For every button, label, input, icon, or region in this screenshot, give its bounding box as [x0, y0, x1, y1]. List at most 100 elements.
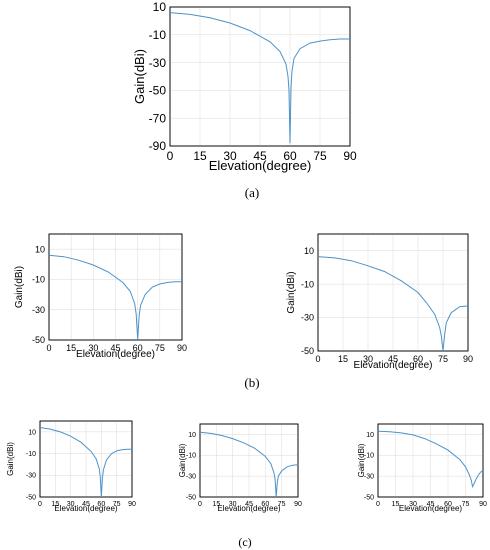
y-tick-label: 10: [188, 432, 196, 439]
x-tick-label: 75: [462, 501, 470, 508]
x-tick-label: 15: [338, 354, 348, 364]
y-tick-label: -30: [364, 474, 374, 481]
x-tick-label: 15: [66, 343, 76, 353]
x-tick-label: 15: [51, 501, 59, 508]
y-tick-label: 10: [304, 246, 314, 256]
x-tick-label: 15: [392, 501, 400, 508]
y-tick-label: -50: [26, 494, 36, 501]
y-axis-label: Gain(dBi): [286, 271, 297, 313]
y-tick-label: 10: [35, 244, 45, 254]
x-tick-label: 45: [82, 501, 90, 508]
x-tick-label: 0: [38, 501, 42, 508]
x-tick-label: 60: [444, 501, 452, 508]
series-line: [317, 256, 469, 352]
x-tick-label: 90: [479, 501, 487, 508]
y-tick-label: -50: [186, 494, 196, 501]
x-axis-label: Elevation(degree): [209, 158, 312, 173]
chart-a: 0 15 30 45 60 75 90 10 -10 -30 -50 -70 -90 Elevation(…: [132, 0, 357, 173]
x-tick-label: 90: [463, 354, 473, 364]
axes-frame: [48, 233, 183, 341]
y-tick-label: -30: [26, 473, 36, 480]
y-tick-label: -10: [186, 453, 196, 460]
x-tick-label: 0: [46, 343, 51, 353]
x-tick-label: 15: [193, 149, 207, 163]
y-axis-label: Gain(dBi): [14, 266, 25, 308]
y-tick-label: -30: [149, 56, 167, 70]
series-line: [377, 430, 484, 489]
x-axis-label: Elevation(degree): [217, 504, 280, 513]
x-tick-label: 0: [198, 501, 202, 508]
x-tick-label: 0: [167, 149, 174, 163]
x-tick-label: 60: [413, 354, 423, 364]
y-tick-label: -10: [364, 453, 374, 460]
y-tick-label: -70: [149, 111, 167, 125]
y-tick-label: -10: [26, 451, 36, 458]
chart-c1: 0 15 30 45 60 75 90 10 -10 -30 -50 Elevation(degree…: [6, 420, 136, 513]
chart-c3: 0 15 30 45 60 75 90 10 -10 -30 -50 Elevation(degree…: [357, 423, 487, 513]
x-tick-label: 60: [283, 149, 297, 163]
y-tick-label: -50: [32, 335, 45, 345]
x-axis-label: Elevation(degree): [76, 349, 155, 360]
x-axis-label: Elevation(degree): [399, 504, 462, 513]
x-tick-label: 75: [278, 501, 286, 508]
x-tick-label: 90: [128, 501, 136, 508]
x-tick-label: 75: [155, 343, 165, 353]
x-tick-label: 60: [97, 501, 105, 508]
y-tick-label: 10: [28, 429, 36, 436]
x-axis-label: Elevation(degree): [54, 504, 117, 513]
y-tick-label: 10: [153, 0, 167, 14]
y-tick-label: -10: [301, 279, 314, 289]
y-axis-label: Gain(dBi): [6, 442, 15, 476]
x-tick-label: 30: [88, 343, 98, 353]
axes-frame: [377, 423, 484, 498]
y-tick-label: -90: [149, 139, 167, 153]
y-tick-label: -10: [149, 28, 167, 42]
x-tick-label: 30: [363, 354, 373, 364]
y-tick-label: -50: [301, 346, 314, 356]
chart-b1: 0 15 30 45 60 75 90 10 -10 -30 -50 Elevation(degree…: [14, 233, 187, 360]
y-tick-label: -30: [32, 305, 45, 315]
axes-frame: [317, 233, 469, 352]
x-tick-label: 60: [133, 343, 143, 353]
x-tick-label: 30: [409, 501, 417, 508]
y-tick-label: 10: [366, 432, 374, 439]
y-tick-label: -30: [301, 313, 314, 323]
x-tick-label: 90: [294, 501, 302, 508]
x-tick-label: 90: [177, 343, 187, 353]
x-tick-label: 0: [376, 501, 380, 508]
series-line: [39, 427, 132, 498]
axes-frame: [199, 423, 299, 498]
chart-c2: 0 15 30 45 60 75 90 10 -10 -30 -50 Elevation(degree…: [178, 423, 302, 513]
y-tick-label: -50: [364, 494, 374, 501]
x-tick-label: 45: [388, 354, 398, 364]
series-line: [48, 254, 182, 341]
x-tick-label: 75: [313, 149, 327, 163]
x-tick-label: 0: [315, 354, 320, 364]
x-tick-label: 60: [261, 501, 269, 508]
x-tick-label: 45: [427, 501, 435, 508]
series-line: [169, 12, 350, 144]
axes-frame: [169, 6, 351, 147]
x-tick-label: 45: [253, 149, 267, 163]
x-tick-label: 30: [67, 501, 75, 508]
y-tick-label: -50: [149, 84, 167, 98]
x-tick-label: 90: [343, 149, 357, 163]
y-tick-label: -30: [186, 474, 196, 481]
x-axis-label: Elevation(degree): [354, 360, 433, 371]
x-tick-label: 45: [110, 343, 120, 353]
panel-label-b: (b): [244, 375, 259, 390]
chart-b2: 0 15 30 45 60 75 90 10 -10 -30 -50 Elevation(degree…: [286, 233, 473, 371]
x-tick-label: 45: [245, 501, 253, 508]
x-tick-label: 30: [229, 501, 237, 508]
y-axis-label: Gain(dBi): [178, 443, 187, 477]
panel-label-c: (c): [238, 535, 251, 549]
panel-label-a: (a): [245, 185, 259, 200]
x-tick-label: 15: [212, 501, 220, 508]
axes-frame: [39, 420, 133, 498]
x-tick-label: 75: [113, 501, 121, 508]
x-tick-label: 75: [438, 354, 448, 364]
y-axis-label: Gain(dBi): [357, 443, 366, 477]
y-axis-label: Gain(dBi): [132, 49, 147, 104]
series-line: [199, 431, 299, 498]
